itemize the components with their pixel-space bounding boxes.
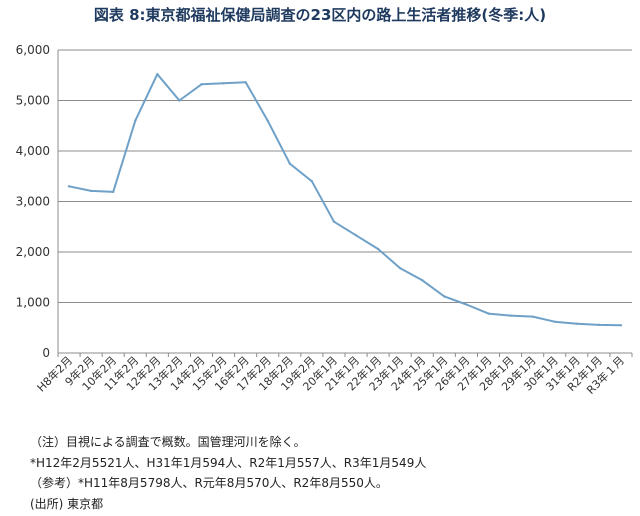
y-tick-label: 6,000 bbox=[16, 43, 50, 57]
note-line: *H12年2月5521人、H31年1月594人、R2年1月557人、R3年1月5… bbox=[30, 455, 427, 470]
data-point bbox=[310, 180, 314, 183]
data-point bbox=[421, 279, 424, 282]
axes bbox=[57, 50, 633, 357]
data-point bbox=[178, 99, 181, 102]
data-point bbox=[111, 190, 115, 194]
note-line: （注）目視による調査で概数。国管理河川を除く。 bbox=[30, 435, 306, 449]
x-axis-ticks: H8年2月9年2月10年2月11年2月12年2月13年2月14年2月15年2月1… bbox=[34, 353, 627, 397]
note-line: (出所) 東京都 bbox=[30, 496, 104, 511]
data-point bbox=[509, 314, 512, 317]
data-point bbox=[200, 83, 203, 86]
y-tick-label: 3,000 bbox=[16, 195, 50, 209]
data-point bbox=[266, 119, 269, 122]
series-line-path bbox=[68, 73, 622, 327]
data-point bbox=[156, 72, 159, 76]
notes: （注）目視による調査で概数。国管理河川を除く。 *H12年2月5521人、H31… bbox=[30, 432, 426, 514]
y-tick-label: 4,000 bbox=[16, 144, 50, 158]
data-point bbox=[619, 324, 623, 327]
data-point bbox=[531, 315, 534, 318]
data-point bbox=[222, 82, 225, 85]
line-chart: 0 1,000 2,000 3,000 4,000 5,000 6,000 H8年2月9年2… bbox=[16, 43, 633, 397]
data-point bbox=[553, 320, 556, 323]
y-tick-label: 2,000 bbox=[16, 245, 50, 259]
y-axis-ticks: 0 1,000 2,000 3,000 4,000 5,000 6,000 bbox=[16, 43, 50, 360]
y-tick-label: 0 bbox=[42, 346, 50, 360]
data-point bbox=[244, 81, 247, 84]
y-tick-label: 5,000 bbox=[16, 94, 50, 108]
data-point bbox=[575, 322, 579, 325]
data-point bbox=[487, 312, 490, 315]
data-point bbox=[67, 185, 71, 188]
data-point bbox=[465, 303, 468, 306]
series-line bbox=[67, 72, 623, 327]
data-point bbox=[134, 119, 137, 122]
data-point bbox=[288, 162, 292, 165]
data-point bbox=[443, 295, 446, 298]
data-point bbox=[354, 234, 358, 237]
data-point bbox=[398, 266, 402, 270]
data-point bbox=[89, 189, 93, 193]
gridlines bbox=[58, 49, 632, 303]
data-point bbox=[597, 323, 601, 327]
data-point bbox=[376, 247, 380, 251]
y-tick-label: 1,000 bbox=[16, 296, 50, 310]
note-line: （参考）*H11年8月5798人、R元年8月570人、R2年8月550人。 bbox=[30, 476, 388, 490]
chart-title: 図表 8:東京都福祉保健局調査の23区内の路上生活者推移(冬季:人) bbox=[93, 6, 547, 24]
data-point bbox=[332, 220, 336, 223]
